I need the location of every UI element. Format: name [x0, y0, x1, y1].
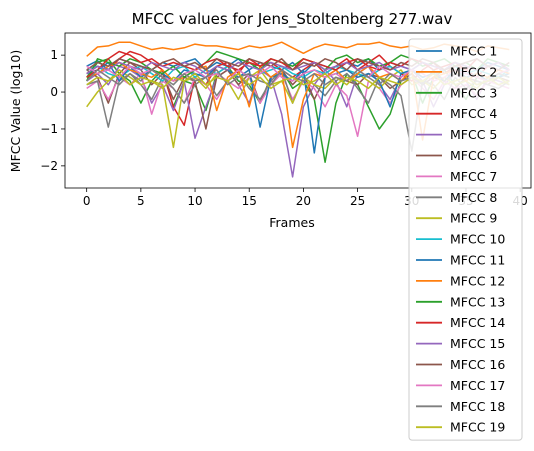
legend-label-7: MFCC 7: [450, 169, 497, 184]
legend-label-19: MFCC 19: [450, 420, 505, 435]
legend-label-5: MFCC 5: [450, 127, 497, 142]
y-tick-label: −2: [40, 159, 58, 173]
legend-label-12: MFCC 12: [450, 273, 505, 288]
y-tick-label: −1: [40, 122, 58, 136]
x-axis-label: Frames: [269, 215, 314, 230]
y-axis-label: MFCC Value (log10): [8, 50, 23, 172]
x-tick-label: 0: [83, 194, 91, 208]
x-tick-label: 10: [187, 194, 202, 208]
legend-label-18: MFCC 18: [450, 399, 505, 414]
legend-label-3: MFCC 3: [450, 85, 497, 100]
x-tick-label: 5: [137, 194, 145, 208]
x-tick-label: 25: [350, 194, 365, 208]
chart-title: MFCC values for Jens_Stoltenberg 277.wav: [132, 10, 453, 29]
legend-label-2: MFCC 2: [450, 64, 497, 79]
legend-label-1: MFCC 1: [450, 44, 497, 59]
legend-label-14: MFCC 14: [450, 315, 505, 330]
legend-label-15: MFCC 15: [450, 336, 505, 351]
legend-label-9: MFCC 9: [450, 211, 497, 226]
legend-label-13: MFCC 13: [450, 294, 505, 309]
legend-label-4: MFCC 4: [450, 106, 497, 121]
legend-label-6: MFCC 6: [450, 148, 497, 163]
plot-frame: [64, 32, 532, 189]
legend-label-11: MFCC 11: [450, 253, 505, 268]
legend-box: [408, 38, 523, 441]
x-tick-label: 15: [242, 194, 257, 208]
legend: MFCC 1 MFCC 2 MFCC 3 MFCC 4 MFCC 5 MFCC 6 MFCC…: [408, 38, 523, 441]
legend-label-8: MFCC 8: [450, 190, 497, 205]
x-tick-label: 20: [296, 194, 311, 208]
y-tick-label: 1: [50, 48, 58, 62]
legend-label-10: MFCC 10: [450, 232, 505, 247]
y-tick-label: 0: [50, 85, 58, 99]
legend-label-17: MFCC 17: [450, 378, 505, 393]
legend-label-16: MFCC 16: [450, 357, 505, 372]
